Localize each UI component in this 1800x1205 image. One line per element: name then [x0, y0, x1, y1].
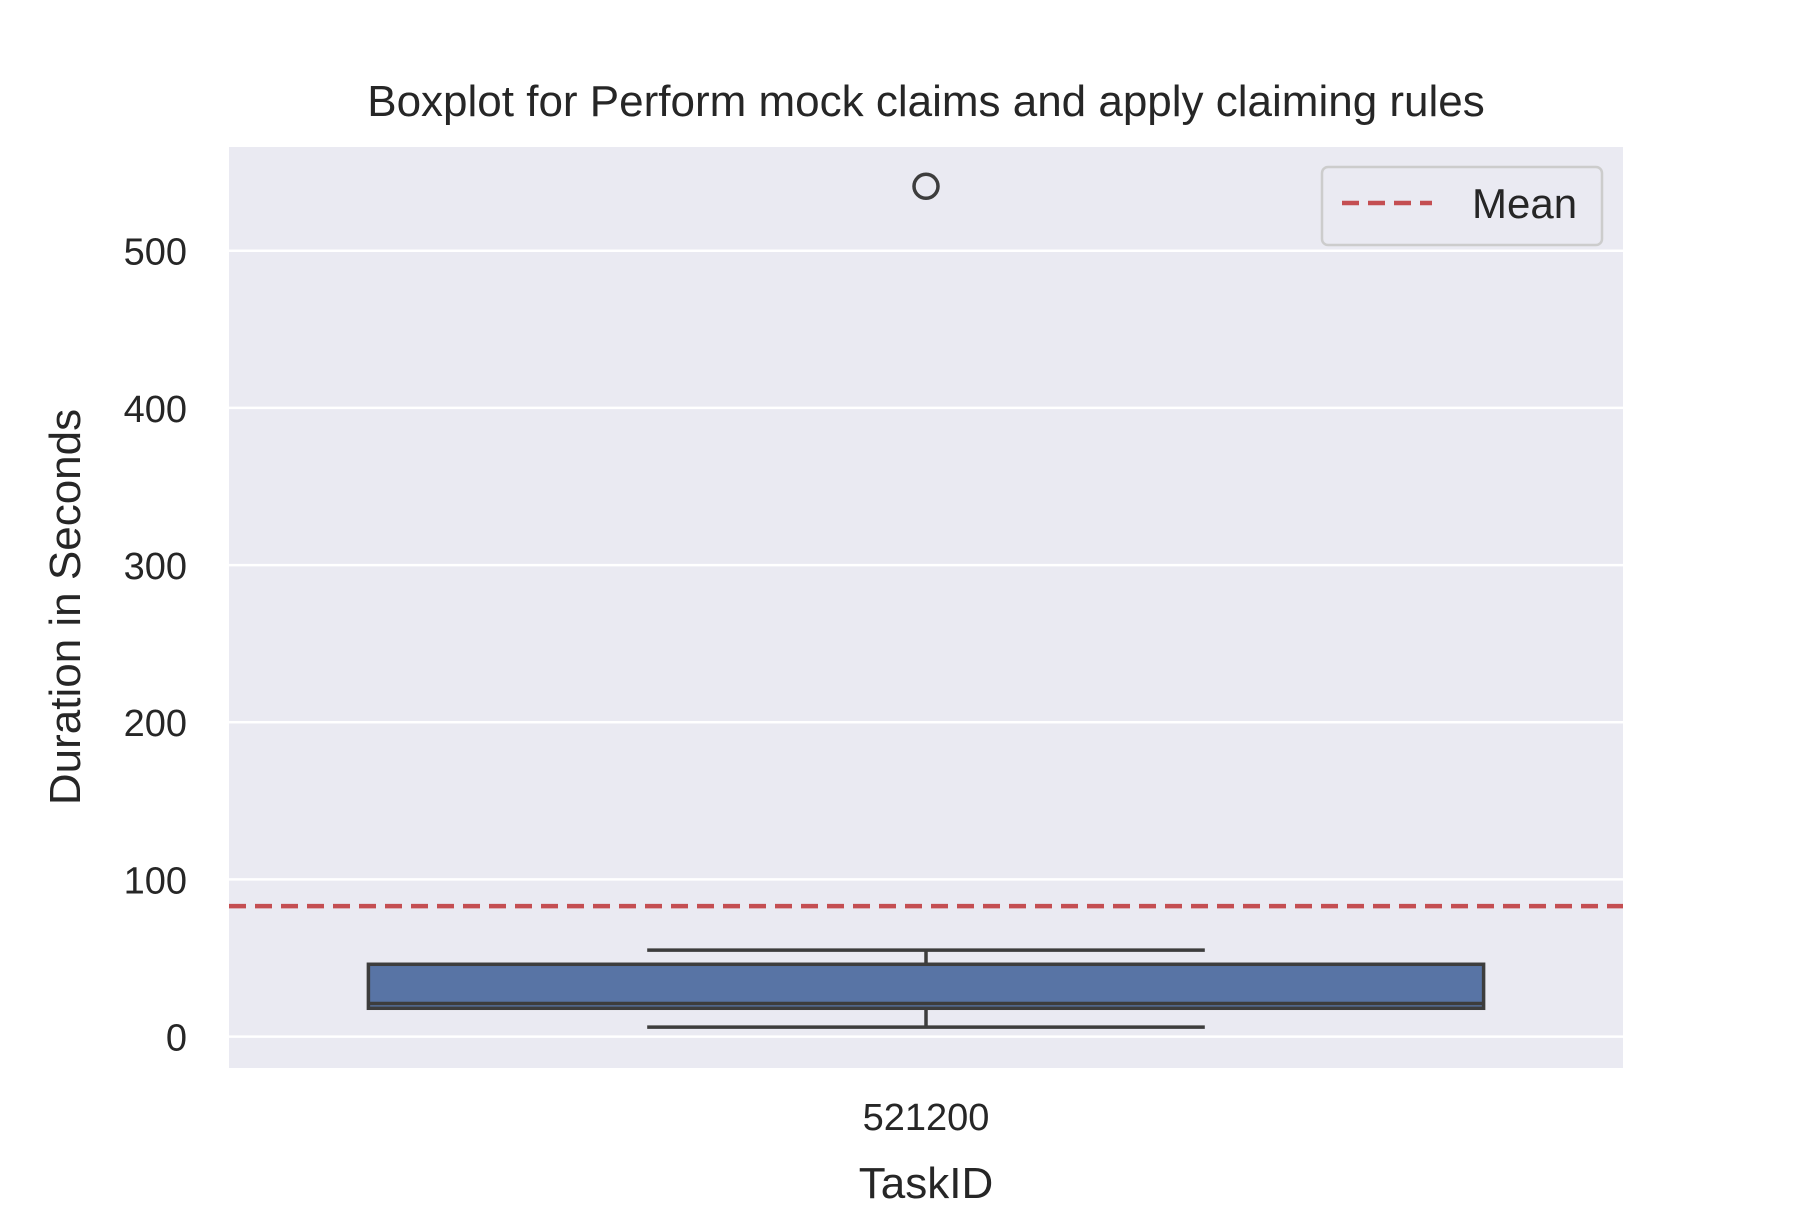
y-tick-label-100: 100: [124, 860, 187, 902]
x-tick-labels: 521200: [863, 1097, 990, 1139]
plot-background: [229, 147, 1623, 1068]
y-axis-label: Duration in Seconds: [41, 409, 90, 805]
y-tick-label-400: 400: [124, 389, 187, 431]
legend-frame: [1320, 165, 1604, 247]
box-group: [366, 172, 1486, 1029]
outlier-point-0: [912, 172, 940, 201]
y-tick-label-0: 0: [166, 1018, 187, 1060]
y-tick-labels: 0 100 200 300 400 500: [124, 232, 187, 1060]
legend: Mean: [1320, 165, 1604, 247]
y-tick-label-300: 300: [124, 546, 187, 588]
x-axis-label: TaskID: [859, 1159, 993, 1200]
box-iqr: [366, 962, 1486, 1011]
grid-lines: [229, 249, 1623, 1038]
y-tick-label-200: 200: [124, 703, 187, 745]
x-tick-label-521200: 521200: [863, 1097, 990, 1139]
legend-mean-label: Mean: [1472, 180, 1577, 227]
chart-title: Boxplot for Perform mock claims and appl…: [367, 77, 1485, 126]
y-tick-label-500: 500: [124, 232, 187, 274]
